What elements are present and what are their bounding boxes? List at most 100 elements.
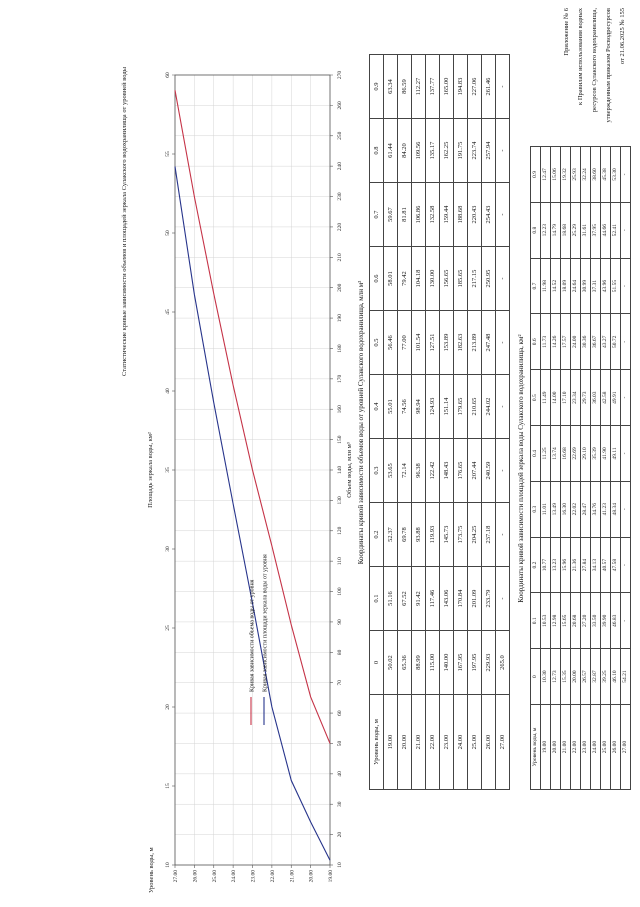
value-cell: - [495, 438, 510, 503]
value-cell: 88.99 [411, 630, 426, 695]
value-cell: 210.65 [467, 374, 482, 439]
value-cell: 117.46 [425, 566, 440, 631]
table-caption-areas: Координаты кривой зависимости площадей з… [517, 334, 525, 603]
level-cell: 27.00 [495, 694, 510, 790]
value-cell: 67.52 [397, 566, 412, 631]
svg-text:190: 190 [337, 314, 343, 323]
value-cell: 55.01 [383, 374, 398, 439]
value-cell: 31.61 [580, 202, 591, 259]
value-cell: 13.23 [550, 537, 561, 593]
value-cell: 213.89 [467, 310, 482, 375]
level-cell: 26.00 [481, 694, 496, 790]
table-row: 26.00 229.93 233.79 237.18 240.59 244.02 247.4… [481, 54, 496, 790]
value-cell: 247.48 [481, 310, 496, 375]
level-cell: 25.00 [600, 704, 611, 790]
column-header-cell: 0 [530, 648, 541, 705]
value-cell: 10.77 [540, 537, 551, 593]
value-cell: 194.83 [453, 54, 468, 119]
svg-text:20: 20 [165, 704, 171, 710]
column-header-cell: 0.8 [369, 118, 384, 183]
value-cell: - [620, 313, 631, 370]
value-cell: 65.36 [397, 630, 412, 695]
value-cell: - [495, 118, 510, 183]
value-cell: 69.78 [397, 502, 412, 567]
value-cell: 49.11 [610, 425, 621, 482]
value-cell: 38.60 [590, 146, 601, 203]
value-cell: 220.43 [467, 182, 482, 247]
value-cell: 63.34 [383, 54, 398, 119]
value-cell: 37.31 [590, 258, 601, 314]
value-cell: 79.42 [397, 246, 412, 311]
value-cell: 170.84 [453, 566, 468, 631]
column-header-cell: 0.7 [530, 258, 541, 314]
value-cell: 47.58 [610, 537, 621, 593]
column-header-cell: 0.7 [369, 182, 384, 247]
value-cell: 265.0 [495, 630, 510, 695]
value-cell: 207.44 [467, 438, 482, 503]
value-cell: 98.94 [411, 374, 426, 439]
value-cell: 27.20 [580, 592, 591, 649]
value-cell: - [495, 54, 510, 119]
svg-text:10: 10 [337, 862, 343, 868]
value-cell: 20.00 [570, 648, 581, 705]
value-cell: 179.65 [453, 374, 468, 439]
value-cell: 20.68 [570, 592, 581, 649]
value-cell: 197.95 [467, 630, 482, 695]
value-cell: 43.27 [600, 313, 611, 370]
svg-text:130: 130 [337, 496, 343, 505]
value-cell: 39.25 [600, 648, 611, 705]
svg-text:19.00: 19.00 [328, 870, 334, 883]
value-cell: 217.15 [467, 246, 482, 311]
value-cell: 14.52 [550, 258, 561, 314]
value-cell: - [620, 425, 631, 482]
svg-text:50: 50 [337, 740, 343, 746]
svg-text:26.00: 26.00 [192, 870, 198, 883]
value-cell: 23.34 [570, 369, 581, 426]
value-cell: 30.99 [580, 258, 591, 314]
value-cell: 29.10 [580, 425, 591, 482]
value-cell: 42.58 [600, 369, 611, 426]
svg-text:270: 270 [337, 71, 343, 80]
value-cell: 140.00 [439, 630, 454, 695]
column-header-cell: 0.6 [369, 246, 384, 311]
svg-text:Кривая зависимости площади зер: Кривая зависимости площади зеркала воды … [263, 554, 269, 692]
value-cell: 14.00 [550, 369, 561, 426]
value-cell: 54.21 [620, 648, 631, 705]
table-row: 23.00 26.57 27.20 27.84 28.47 29.10 29.73 30.36… [580, 146, 591, 790]
value-cell: 182.63 [453, 310, 468, 375]
value-cell: 34.13 [590, 537, 601, 593]
chart-legend: Кривая зависимости объема воды от уровня… [249, 554, 269, 725]
value-cell: 46.10 [610, 648, 621, 705]
value-cell: 51.16 [383, 566, 398, 631]
value-cell: 10.30 [540, 648, 551, 705]
level-cell: 19.00 [383, 694, 398, 790]
table-row: 22.00 115.00 117.46 119.93 122.42 124.93 127.5… [425, 54, 440, 790]
svg-text:40: 40 [165, 388, 171, 394]
svg-text:25: 25 [165, 625, 171, 631]
value-cell: 41.23 [600, 481, 611, 538]
svg-text:90: 90 [337, 619, 343, 625]
svg-text:22.00: 22.00 [270, 870, 276, 883]
value-cell: 49.91 [610, 369, 621, 426]
svg-text:210: 210 [337, 253, 343, 262]
table-row: 24.00 167.95 170.84 173.75 176.65 179.65 182.6… [453, 54, 468, 790]
svg-text:240: 240 [337, 162, 343, 171]
column-header-cell: 0.8 [530, 202, 541, 259]
value-cell: 115.00 [425, 630, 440, 695]
value-cell: 106.86 [411, 182, 426, 247]
value-cell: 167.95 [453, 630, 468, 695]
value-cell: 43.96 [600, 258, 611, 314]
value-cell: 81.81 [397, 182, 412, 247]
value-cell: 18.68 [560, 202, 571, 259]
value-cell: 59.67 [383, 182, 398, 247]
value-cell: 86.59 [397, 54, 412, 119]
value-cell: 44.66 [600, 202, 611, 259]
value-cell: 26.57 [580, 648, 591, 705]
level-cell: 24.00 [590, 704, 601, 790]
value-cell: 135.17 [425, 118, 440, 183]
value-cell: - [620, 481, 631, 538]
value-cell: 17.10 [560, 369, 571, 426]
value-cell: 11.98 [540, 258, 551, 314]
value-cell: 19.32 [560, 146, 571, 203]
